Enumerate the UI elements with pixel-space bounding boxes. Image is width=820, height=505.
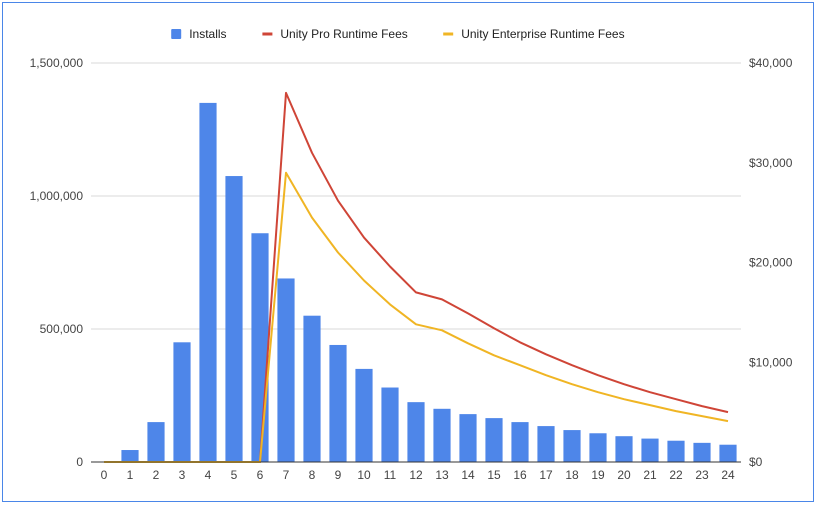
legend-marker-line — [443, 32, 454, 36]
installs-bar — [693, 442, 711, 462]
axes: 0 500,000 1,000,000 1,500,000 $0 $10,000 $20,0… — [30, 56, 793, 482]
x-tick-label: 1 — [127, 468, 134, 482]
y-tick-label: 500,000 — [40, 322, 84, 336]
installs-bar — [433, 408, 451, 462]
installs-bar — [251, 233, 269, 462]
x-tick-label: 23 — [695, 468, 709, 482]
legend-marker-bar — [171, 29, 182, 39]
installs-bar — [459, 414, 477, 462]
x-tick-label: 18 — [565, 468, 579, 482]
installs-bar — [641, 438, 659, 462]
y2-tick-label: $10,000 — [749, 355, 793, 369]
x-tick-label: 11 — [384, 468, 397, 482]
installs-bar — [615, 436, 633, 462]
installs-bar — [589, 433, 607, 462]
installs-bar — [667, 440, 685, 462]
x-tick-label: 5 — [231, 468, 238, 482]
legend-entry: Unity Enterprise Runtime Fees — [461, 27, 624, 41]
x-tick-label: 17 — [539, 468, 553, 482]
x-tick-label: 4 — [205, 468, 212, 482]
installs-bar — [537, 426, 555, 462]
x-tick-label: 20 — [617, 468, 631, 482]
x-tick-label: 24 — [721, 468, 735, 482]
installs-bar — [511, 422, 529, 462]
x-tick-label: 14 — [461, 468, 475, 482]
x-tick-label: 10 — [357, 468, 371, 482]
x-tick-label: 2 — [153, 468, 160, 482]
x-tick-label: 16 — [513, 468, 527, 482]
installs-bar — [199, 102, 217, 463]
installs-bar — [381, 387, 399, 462]
installs-bar — [225, 176, 243, 463]
x-tick-label: 8 — [309, 468, 316, 482]
x-tick-label: 6 — [257, 468, 264, 482]
x-tick-label: 22 — [669, 468, 683, 482]
installs-bar — [303, 315, 321, 462]
combo-chart: 0 500,000 1,000,000 1,500,000 $0 $10,000 $20,0… — [30, 27, 793, 482]
installs-bar — [173, 342, 191, 462]
x-tick-label: 15 — [487, 468, 501, 482]
installs-bar — [719, 444, 737, 462]
installs-bar — [329, 344, 347, 462]
x-tick-label: 0 — [101, 468, 108, 482]
y2-tick-label: $30,000 — [749, 156, 793, 170]
installs-bar — [355, 368, 373, 462]
legend[interactable]: Installs Unity Pro Runtime Fees Unity Ente… — [171, 27, 625, 41]
x-tick-label: 21 — [643, 468, 657, 482]
y2-tick-label: $0 — [749, 455, 763, 469]
installs-bar — [277, 278, 295, 462]
gridlines — [91, 62, 741, 330]
x-tick-label: 7 — [283, 468, 290, 482]
x-tick-label: 9 — [335, 468, 342, 482]
installs-bar — [563, 430, 581, 462]
installs-bars — [121, 102, 737, 463]
y2-tick-label: $20,000 — [749, 256, 793, 270]
x-tick-label: 19 — [591, 468, 605, 482]
legend-entry: Installs — [189, 27, 226, 41]
installs-bar — [147, 422, 165, 462]
x-tick-label: 12 — [409, 468, 423, 482]
y-tick-label: 0 — [76, 455, 83, 469]
legend-marker-line — [262, 32, 273, 36]
x-tick-label: 3 — [179, 468, 186, 482]
y2-tick-label: $40,000 — [749, 56, 793, 70]
legend-entry: Unity Pro Runtime Fees — [280, 27, 407, 41]
y-tick-label: 1,000,000 — [30, 189, 84, 203]
installs-bar — [121, 450, 139, 462]
installs-bar — [407, 402, 425, 462]
y-tick-label: 1,500,000 — [30, 56, 84, 70]
installs-bar — [485, 418, 503, 462]
x-tick-label: 13 — [435, 468, 449, 482]
